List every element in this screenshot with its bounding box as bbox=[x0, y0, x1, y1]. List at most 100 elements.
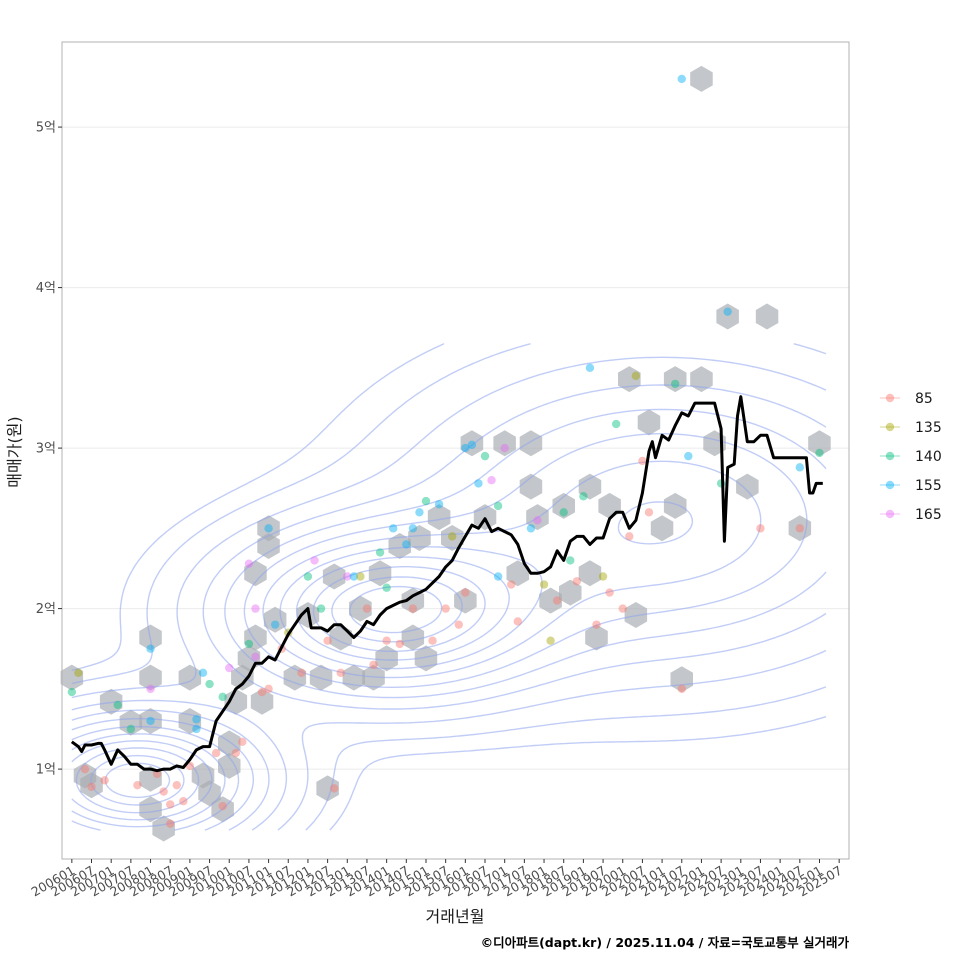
data-point bbox=[579, 492, 588, 501]
hexbin-cell bbox=[519, 430, 543, 457]
data-point bbox=[303, 572, 313, 581]
data-point bbox=[257, 687, 267, 697]
data-point bbox=[388, 524, 398, 533]
data-point bbox=[618, 604, 627, 613]
hexbin-cell bbox=[559, 579, 582, 606]
data-point bbox=[166, 819, 175, 828]
density-contour bbox=[71, 501, 694, 828]
data-point bbox=[133, 780, 142, 790]
data-point bbox=[441, 604, 450, 613]
hexbin-cell bbox=[119, 709, 143, 736]
data-point bbox=[795, 463, 805, 472]
y-tick-label: 3억 bbox=[36, 442, 56, 457]
data-point bbox=[467, 440, 477, 450]
hexbin-cell bbox=[690, 65, 713, 92]
y-axis-title: 매매가(원) bbox=[5, 416, 24, 487]
data-point bbox=[369, 660, 378, 669]
hexbin-cell bbox=[60, 664, 84, 691]
data-point bbox=[625, 532, 634, 541]
hexbin-cell bbox=[663, 492, 687, 519]
density-contour bbox=[71, 556, 510, 821]
data-point bbox=[631, 371, 641, 381]
data-point bbox=[244, 639, 254, 649]
data-point bbox=[362, 604, 372, 613]
data-point bbox=[677, 684, 686, 694]
data-point bbox=[316, 604, 326, 613]
hexbin-cell bbox=[99, 688, 123, 715]
caption: ©디아파트(dapt.kr) / 2025.11.04 / 자료=국토교통부 실… bbox=[481, 935, 850, 950]
data-point bbox=[428, 636, 437, 645]
data-point bbox=[74, 668, 83, 678]
hexbin-cell bbox=[716, 303, 739, 330]
data-point bbox=[192, 715, 201, 724]
hexbin-cell bbox=[578, 560, 602, 587]
data-point bbox=[493, 572, 503, 581]
data-point bbox=[513, 617, 523, 626]
data-point bbox=[566, 556, 575, 565]
data-point bbox=[152, 769, 162, 779]
legend-key-point bbox=[885, 480, 895, 490]
hexbin-cell bbox=[250, 688, 274, 715]
data-point bbox=[546, 636, 555, 645]
hexbin-cell bbox=[349, 595, 372, 622]
hexbin-cell bbox=[454, 587, 477, 614]
data-point bbox=[500, 443, 509, 453]
data-point bbox=[598, 572, 608, 581]
data-point bbox=[264, 524, 273, 533]
data-point bbox=[493, 501, 503, 511]
data-point bbox=[552, 596, 562, 605]
hexbin-cell bbox=[690, 366, 713, 393]
data-point bbox=[375, 548, 385, 557]
x-axis-title: 거래년월 bbox=[426, 907, 485, 926]
data-point bbox=[408, 524, 418, 533]
y-tick-label: 2억 bbox=[36, 602, 56, 617]
hexbin-cell bbox=[257, 515, 280, 542]
data-point bbox=[671, 379, 680, 389]
legend-key-point bbox=[885, 422, 895, 432]
data-point bbox=[421, 496, 431, 506]
data-point bbox=[218, 692, 227, 702]
data-point bbox=[795, 524, 805, 533]
data-point bbox=[585, 363, 595, 373]
hexbin-cell bbox=[408, 525, 431, 551]
hexbin-cell bbox=[224, 688, 248, 715]
data-point bbox=[533, 516, 542, 525]
density-contour bbox=[71, 408, 827, 831]
data-point bbox=[638, 456, 647, 466]
hexbin-cell bbox=[257, 533, 280, 559]
data-point bbox=[611, 419, 621, 429]
hexbin-cell bbox=[198, 780, 221, 807]
data-point bbox=[723, 307, 732, 316]
data-point bbox=[408, 604, 418, 613]
data-point bbox=[179, 797, 188, 806]
data-point bbox=[382, 636, 391, 645]
hexbin-cell bbox=[139, 664, 162, 691]
data-point bbox=[310, 556, 319, 565]
data-point bbox=[461, 443, 470, 453]
data-point bbox=[218, 801, 227, 811]
hexbin-cell bbox=[218, 730, 241, 757]
data-point bbox=[244, 559, 254, 568]
y-axis: 1억 2억 3억 4억 5억 bbox=[36, 121, 62, 778]
data-point bbox=[507, 580, 516, 589]
data-point bbox=[343, 572, 352, 581]
data-point bbox=[238, 737, 247, 747]
hexbin-cell bbox=[585, 624, 608, 651]
data-point bbox=[172, 780, 181, 790]
data-point bbox=[323, 636, 332, 645]
data-points bbox=[67, 74, 824, 828]
data-point bbox=[166, 800, 175, 809]
data-point bbox=[100, 776, 109, 785]
hexbin-cell bbox=[539, 587, 562, 614]
data-point bbox=[198, 668, 208, 678]
hexbin-cell bbox=[552, 492, 575, 519]
data-point bbox=[448, 532, 457, 541]
data-point bbox=[270, 620, 280, 629]
hexbin-cell bbox=[178, 708, 202, 734]
legend-key-point bbox=[885, 393, 895, 403]
data-point bbox=[251, 604, 260, 613]
data-point bbox=[572, 577, 582, 586]
hexbin-cell bbox=[362, 664, 385, 691]
data-point bbox=[264, 684, 273, 694]
hexbin-cell bbox=[139, 765, 162, 792]
